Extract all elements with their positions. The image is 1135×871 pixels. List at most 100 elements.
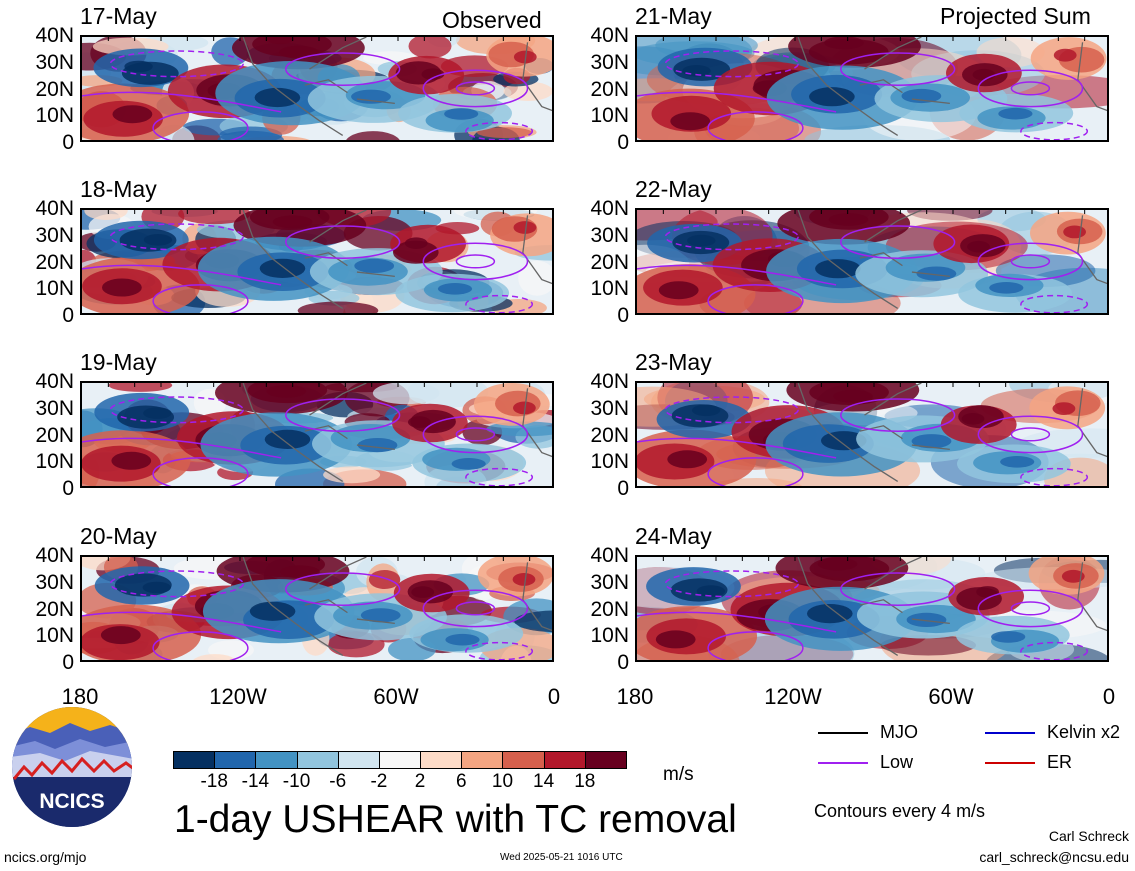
lat-tick-label: 20N — [35, 77, 74, 101]
colorbar-tick-label: 18 — [574, 771, 596, 792]
low-contour — [465, 121, 534, 140]
low-contour — [455, 254, 496, 269]
low-contour — [840, 52, 956, 86]
colorbar-tick-label: -6 — [329, 771, 347, 792]
lat-tick-label: 40N — [590, 24, 629, 47]
legend-label: MJO — [880, 722, 918, 742]
lat-tick-label: 30N — [590, 396, 629, 420]
low-contour — [707, 111, 804, 140]
coastline — [242, 210, 552, 309]
figure-title: 1-day USHEAR with TC removal — [174, 798, 737, 841]
footer-email[interactable]: carl_schreck@ncsu.edu — [979, 849, 1129, 865]
low-contour — [465, 294, 534, 313]
lat-tick-label: 40N — [590, 544, 629, 567]
coastline — [242, 37, 552, 136]
colorbar-swatch — [255, 751, 298, 769]
low-contour — [455, 601, 496, 616]
contour-note: Contours every 4 m/s — [814, 801, 986, 821]
lat-tick-label: 40N — [590, 197, 629, 220]
lat-tick-label: 20N — [35, 250, 74, 274]
shear-map-panel — [635, 555, 1109, 662]
colorbar-tick-label: -14 — [241, 771, 270, 792]
ncics-logo: NCICS — [10, 705, 134, 829]
shear-field — [82, 210, 552, 313]
legend-label: Low — [880, 752, 914, 772]
shear-map-panel — [635, 381, 1109, 488]
lat-tick-label: 30N — [590, 50, 629, 74]
lat-tick-label: 20N — [590, 423, 629, 447]
colorbar-swatch — [502, 751, 545, 769]
coastline — [797, 210, 1107, 309]
panel-date-label: 20-May — [80, 523, 157, 549]
shear-map-panel — [80, 381, 554, 488]
low-contour — [707, 284, 804, 313]
shear-field — [637, 210, 1107, 313]
legend-label: Kelvin x2 — [1047, 722, 1121, 742]
low-contour — [977, 415, 1084, 454]
lat-tick-label: 10N — [35, 624, 74, 648]
panel-date-label: 21-May — [635, 3, 712, 29]
lat-tick-label: 10N — [590, 450, 629, 474]
coastline — [242, 557, 552, 656]
colorbar-swatch — [420, 751, 463, 769]
panel-date-label: 24-May — [635, 523, 712, 549]
lat-tick-label: 10N — [35, 104, 74, 128]
low-contour — [1010, 254, 1051, 269]
lat-tick-label: 20N — [35, 597, 74, 621]
colorbar-tick-label: 6 — [455, 771, 467, 792]
footer-url[interactable]: ncics.org/mjo — [4, 849, 87, 865]
lat-tick-label: 10N — [590, 277, 629, 301]
lat-tick-label: 10N — [35, 450, 74, 474]
colorbar-tick-label: -18 — [200, 771, 228, 792]
low-contour — [840, 398, 956, 432]
low-contour — [82, 91, 282, 113]
low-contour — [152, 631, 249, 660]
lat-tick-label: 30N — [35, 570, 74, 594]
low-contour — [637, 611, 837, 633]
low-contour — [285, 52, 401, 86]
colorbar-tick-label: -10 — [282, 771, 311, 792]
lat-tick-label: 30N — [35, 396, 74, 420]
low-contour — [465, 641, 534, 660]
legend-line-kelvin-x2 — [985, 732, 1035, 734]
low-contour — [285, 572, 401, 606]
low-contour — [285, 225, 401, 259]
shear-field — [637, 557, 1107, 660]
lon-tick-label: 180 — [616, 684, 654, 709]
legend-line-mjo — [818, 732, 868, 734]
lon-tick-label: 60W — [373, 684, 419, 709]
coastline — [797, 557, 1107, 656]
lat-tick-label: 20N — [590, 597, 629, 621]
low-contour — [1020, 121, 1089, 140]
low-contour — [422, 415, 529, 454]
lat-tick-label: 10N — [590, 624, 629, 648]
colorbar-swatch — [296, 751, 339, 769]
low-contour — [422, 242, 529, 281]
colorbar-swatch — [173, 751, 216, 769]
lat-tick-label: 20N — [590, 77, 629, 101]
panel-date-label: 17-May — [80, 3, 157, 29]
lon-tick-label: 120W — [209, 684, 267, 709]
colorbar-units: m/s — [663, 764, 694, 785]
low-contour — [707, 457, 804, 486]
low-contour — [1010, 601, 1051, 616]
lat-tick-label: 0 — [62, 477, 74, 500]
colorbar-tick-label: 10 — [491, 771, 514, 792]
colorbar-tick-label: -2 — [370, 771, 388, 792]
low-contour — [109, 50, 244, 78]
low-contour — [840, 225, 956, 259]
lat-tick-label: 0 — [617, 651, 629, 674]
coastline — [797, 37, 1107, 136]
panel-date-label: 19-May — [80, 349, 157, 375]
colorbar-swatch — [378, 751, 422, 769]
lon-tick-label: 180 — [61, 684, 99, 709]
legend-line-er — [985, 762, 1035, 764]
panel-date-label: 18-May — [80, 176, 157, 202]
panel-date-label: 23-May — [635, 349, 712, 375]
coastline — [242, 383, 552, 482]
shear-field — [637, 37, 1107, 140]
colorbar-swatch — [543, 751, 586, 769]
colorbar-tick-label: 14 — [533, 771, 555, 792]
lat-tick-label: 0 — [62, 651, 74, 674]
shear-field — [637, 383, 1107, 486]
